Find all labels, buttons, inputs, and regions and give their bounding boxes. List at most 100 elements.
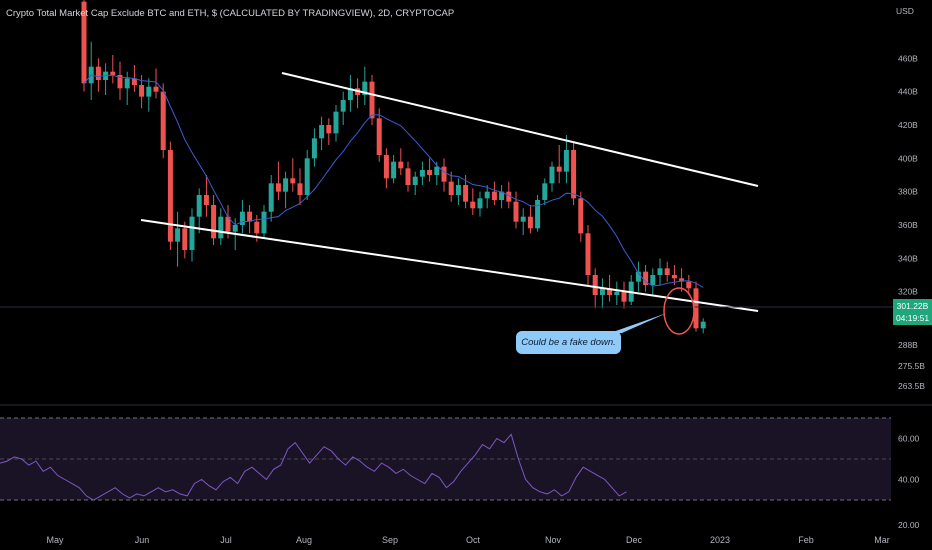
currency-label: USD (896, 6, 914, 16)
candle-body (679, 278, 685, 282)
candle-body (412, 176, 418, 185)
candle-body (182, 228, 188, 250)
candle-body (167, 150, 173, 242)
candle-body (239, 211, 245, 225)
time-tick-label: Nov (545, 535, 562, 545)
price-tick-label: 460B (898, 53, 918, 63)
candle-body (131, 78, 137, 85)
last-price-value: 301.22B (896, 301, 929, 311)
candle-body (304, 158, 310, 195)
candle-body (81, 1, 87, 84)
candle-body (448, 181, 454, 195)
candle-body (398, 161, 404, 169)
candle-body (376, 118, 382, 155)
candle-body (700, 321, 706, 329)
candle-body (419, 170, 425, 177)
lower-trendline[interactable] (140, 219, 759, 312)
candle-body (477, 198, 483, 209)
candle-body (275, 183, 281, 192)
candle-body (542, 183, 548, 200)
candle-body (563, 150, 569, 172)
candle-body (139, 85, 145, 97)
candle-body (621, 291, 627, 302)
candle-body (585, 233, 591, 275)
time-tick-label: Aug (296, 535, 312, 545)
price-tick-label: 380B (898, 187, 918, 197)
candle-body (225, 216, 231, 232)
price-tick-label: 275.5B (898, 361, 925, 371)
rsi-tick-label: 20.00 (898, 520, 920, 530)
candle-body (599, 288, 605, 295)
price-tick-label: 263.5B (898, 381, 925, 391)
candle-body (189, 216, 195, 250)
candle-body (218, 216, 224, 239)
candle-body (484, 191, 490, 199)
last-price-badge: 301.22B 04:19:51 (893, 299, 932, 325)
time-tick-label: Feb (798, 535, 814, 545)
candle-body (196, 195, 202, 217)
candle-body (254, 221, 260, 234)
candle-body (160, 91, 166, 150)
candle-body (326, 125, 332, 134)
price-tick-label: 320B (898, 287, 918, 297)
candle-body (319, 125, 325, 139)
rsi-axis[interactable]: 60.00 40.00 20.00 (898, 434, 920, 531)
candle-body (527, 216, 533, 229)
price-tick-label: 400B (898, 153, 918, 163)
candle-body (369, 81, 375, 119)
candle-body (232, 225, 238, 232)
candle-body (571, 150, 577, 199)
candle-body (153, 86, 159, 92)
candle-body (95, 66, 101, 80)
candle-body (463, 185, 469, 202)
candle-body (455, 185, 461, 195)
highlight-circle[interactable] (663, 287, 695, 335)
rsi-tick-label: 40.00 (898, 475, 920, 485)
rsi-line (0, 433, 627, 501)
candle-body (549, 166, 555, 184)
candle-body (268, 183, 274, 212)
candle-body (506, 191, 512, 202)
candle-body (535, 200, 541, 229)
candle-body (614, 291, 620, 295)
candle-body (146, 86, 152, 97)
candle-body (657, 268, 663, 275)
candle-body (499, 191, 505, 200)
rsi-tick-label: 60.00 (898, 434, 920, 444)
candlestick-series (81, 0, 706, 334)
time-axis[interactable]: May Jun Jul Aug Sep Oct Nov Dec 2023 Feb Mar (46, 535, 889, 545)
candle-body (650, 275, 656, 285)
candle-body (405, 168, 411, 185)
callout-pointer (610, 313, 667, 333)
chart-title: Crypto Total Market Cap Exclude BTC and … (6, 8, 455, 19)
time-tick-label: 2023 (710, 535, 730, 545)
candle-body (290, 178, 296, 184)
candle-body (635, 271, 641, 282)
price-tick-label: 440B (898, 87, 918, 97)
candle-body (391, 161, 397, 179)
bar-countdown: 04:19:51 (895, 313, 930, 323)
candle-body (261, 211, 267, 234)
price-tick-label: 288B (898, 340, 918, 350)
moving-average-line (83, 74, 704, 288)
candle-body (427, 170, 433, 175)
candle-body (362, 81, 368, 95)
price-axis[interactable]: 460B 440B 420B 400B 380B 360B 340B 320B 288B 275.… (898, 53, 925, 391)
candle-body (686, 281, 692, 289)
candle-body (607, 288, 613, 295)
candle-body (470, 201, 476, 209)
candle-body (441, 166, 447, 182)
candle-body (311, 138, 317, 159)
annotation-callout[interactable]: Could be a fake down. (516, 331, 621, 354)
channel-trendlines (140, 72, 759, 312)
candle-body (556, 166, 562, 172)
candle-body (383, 155, 389, 179)
candle-body (175, 228, 181, 242)
price-tick-label: 420B (898, 120, 918, 130)
candle-body (347, 88, 353, 100)
price-tick-label: 360B (898, 220, 918, 230)
upper-trendline[interactable] (281, 72, 759, 187)
time-tick-label: Sep (382, 535, 398, 545)
candle-body (247, 211, 253, 222)
